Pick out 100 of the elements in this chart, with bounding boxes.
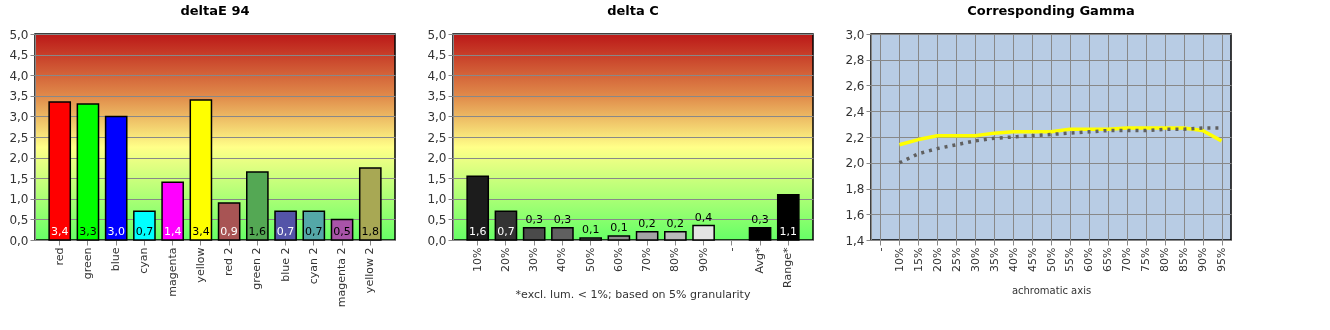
y-tick-label: 2,0 (845, 156, 865, 171)
data-label: 1,6 (248, 225, 267, 238)
data-label: 0,7 (497, 225, 515, 238)
y-tick-label: 1,5 (427, 171, 447, 186)
x-tick-label: 20% (930, 247, 944, 272)
y-tick-label: 3,0 (427, 109, 447, 124)
x-tick-label: 75% (1139, 247, 1153, 272)
y-tick-label: 2,5 (427, 130, 447, 145)
y-tick-label: 2,4 (845, 104, 865, 119)
x-tick-label: 40% (555, 247, 569, 272)
x-tick-label: green 2 (250, 247, 264, 290)
data-label: 0,7 (305, 225, 323, 238)
y-tick-label: 5,0 (427, 27, 447, 42)
x-tick-label: 60% (1082, 247, 1096, 272)
x-axis-title: achromatic axis (1011, 284, 1092, 296)
text: *excl. lum. < 1%; based on 5% granularity (515, 288, 751, 301)
x-tick-label: 25% (949, 247, 963, 272)
x-tick-label: 30% (968, 247, 982, 272)
data-label: 1,4 (163, 225, 182, 238)
data-label: 0,3 (525, 212, 543, 226)
y-tick-label: 2,2 (845, 130, 865, 145)
data-label: 1,8 (361, 225, 380, 238)
data-label: 0,3 (751, 212, 769, 226)
chart-title: deltaE 94 (180, 3, 250, 18)
x-tick-label: 60% (611, 247, 625, 272)
x-tick-label: blue (109, 247, 123, 272)
line-series (897, 126, 1224, 147)
y-tick-label: 1,0 (427, 192, 447, 207)
data-label: 0,3 (553, 212, 572, 226)
data-label: 0,4 (694, 210, 713, 224)
y-tick-label: 1,0 (9, 192, 29, 207)
x-tick-label: - (873, 247, 887, 252)
data-label: 3,0 (107, 225, 125, 238)
x-tick-label: 90% (696, 247, 710, 272)
x-tick-label: 10% (470, 247, 484, 272)
data-label: 0,7 (276, 225, 295, 238)
x-tick-label: 15% (911, 247, 925, 272)
x-tick-label: 80% (668, 247, 682, 272)
data-label: 0,2 (666, 216, 685, 230)
x-tick-label: 50% (583, 247, 597, 272)
x-tick-label: blue 2 (278, 247, 292, 282)
x-tick-label: 85% (1177, 247, 1191, 272)
data-label: 0,2 (638, 216, 656, 230)
y-tick-label: 3,5 (9, 89, 29, 104)
x-tick-label: 20% (498, 247, 512, 272)
y-tick-label: 2,6 (845, 79, 865, 93)
data-label: 1,1 (779, 225, 798, 238)
x-tick-label: green (80, 247, 94, 280)
data-label: 0,9 (220, 225, 238, 238)
y-tick-label: 1,4 (845, 233, 865, 248)
chart-title: delta C (607, 3, 659, 18)
x-tick-label: 55% (1063, 247, 1077, 272)
x-tick-label: Range* (781, 247, 795, 288)
y-tick-label: 5,0 (9, 27, 29, 42)
x-tick-label: 45% (1025, 247, 1039, 272)
y-tick-label: 0,0 (9, 233, 29, 248)
x-tick-label: yellow (193, 247, 207, 283)
y-tick-label: 4,0 (427, 68, 447, 83)
x-tick-label: 80% (1158, 247, 1172, 272)
data-label: 3,4 (192, 225, 210, 238)
y-tick-label: 4,0 (9, 68, 29, 83)
data-label: 3,4 (50, 225, 69, 238)
y-tick-label: 2,5 (9, 130, 29, 145)
y-tick-label: 4,5 (9, 48, 29, 63)
data-label: 0,7 (135, 225, 154, 238)
data-label: 0,1 (610, 220, 628, 234)
data-label: 0,1 (581, 222, 600, 236)
x-tick-label: red (52, 247, 66, 266)
y-tick-label: 0,5 (427, 212, 447, 227)
y-tick-label: 1,6 (845, 207, 865, 222)
x-tick-label: yellow 2 (363, 247, 377, 294)
x-tick-label: red 2 (222, 247, 236, 277)
x-tick-label: 40% (1006, 247, 1020, 272)
x-tick-label: 70% (1120, 247, 1134, 272)
y-tick-label: 1,5 (9, 171, 29, 186)
data-label: 3,3 (79, 225, 97, 238)
x-tick-label: 95% (1215, 247, 1229, 272)
data-label: 0,5 (333, 225, 351, 238)
y-tick-label: 3,0 (845, 27, 865, 42)
x-tick-label: 90% (1196, 247, 1210, 272)
y-tick-label: 0,0 (427, 233, 447, 248)
y-tick-label: 3,0 (9, 109, 29, 124)
x-tick-label: 70% (640, 247, 654, 272)
x-tick-label: 50% (1044, 247, 1058, 272)
x-tick-label: cyan 2 (306, 247, 320, 285)
x-tick-label: 65% (1101, 247, 1115, 272)
y-tick-label: 2,0 (9, 151, 29, 166)
y-tick-label: 0,5 (9, 212, 29, 227)
x-tick-label: - (724, 247, 738, 252)
y-tick-label: 2,0 (427, 151, 447, 166)
x-tick-label: 35% (987, 247, 1001, 272)
data-label: 1,6 (468, 225, 487, 238)
x-tick-label: Avg* (753, 247, 767, 274)
y-tick-label: 2,8 (845, 53, 865, 68)
x-tick-label: 30% (527, 247, 541, 272)
y-tick-label: 3,5 (427, 89, 447, 104)
x-tick-label: magenta 2 (335, 247, 349, 308)
y-tick-label: 1,8 (845, 182, 865, 196)
x-tick-label: 10% (892, 247, 906, 272)
y-tick-label: 4,5 (427, 48, 447, 63)
